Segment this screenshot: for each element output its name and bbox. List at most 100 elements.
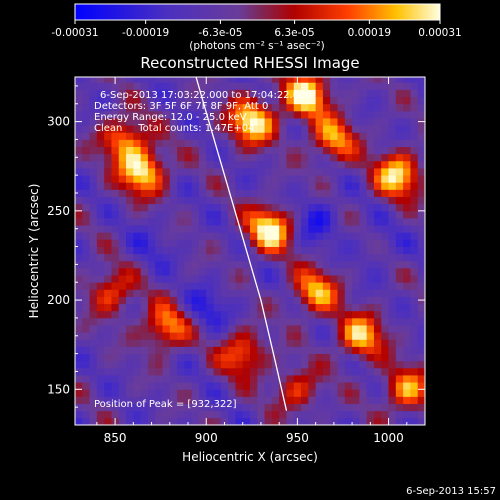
image-pixel [104,210,112,219]
image-pixel [191,396,200,404]
image-pixel [177,332,185,340]
image-pixel [133,253,142,262]
image-pixel [417,275,425,283]
image-pixel [104,317,112,326]
image-pixel [126,360,134,369]
image-pixel [417,346,425,355]
image-pixel [126,246,134,255]
image-pixel [242,389,251,397]
image-pixel [388,96,397,105]
image-pixel [264,289,273,297]
image-pixel [373,189,382,197]
image-pixel [133,353,142,362]
image-pixel [417,417,425,425]
image-pixel [271,267,280,276]
image-pixel [308,125,317,133]
image-pixel [373,382,382,390]
image-pixel [301,310,309,319]
image-pixel [82,403,90,412]
image-pixel [417,410,425,419]
image-pixel [293,182,302,190]
image-pixel [308,332,317,340]
image-pixel [293,396,302,404]
image-pixel [118,118,127,126]
image-pixel [417,325,425,333]
footer-timestamp: 6-Sep-2013 15:57 [406,486,496,497]
image-pixel [126,389,134,397]
image-pixel [257,146,265,155]
image-pixel [337,139,346,147]
image-pixel [403,260,411,269]
image-pixel [96,382,105,390]
image-pixel [366,175,375,183]
x-tick-label: 950 [286,431,309,445]
image-pixel [177,160,185,169]
image-pixel [271,132,280,140]
image-pixel [235,325,244,333]
image-pixel [242,153,251,162]
image-pixel [213,339,222,347]
image-pixel [381,303,389,312]
image-pixel [395,303,404,312]
image-pixel [126,382,134,390]
image-pixel [373,118,382,126]
image-pixel [118,367,127,376]
image-pixel [228,289,236,297]
image-pixel [191,139,200,147]
image-pixel [228,267,236,276]
image-pixel [133,189,142,197]
image-pixel [264,160,273,169]
image-pixel [242,82,251,90]
image-pixel [271,77,280,83]
image-pixel [89,77,98,83]
y-tick-label: 200 [47,293,70,307]
image-pixel [118,189,127,197]
image-pixel [410,203,419,212]
image-pixel [417,77,425,83]
image-pixel [330,367,338,376]
image-pixel [366,253,375,262]
image-pixel [373,146,382,155]
image-pixel [140,260,149,269]
image-pixel [403,253,411,262]
image-pixel [191,153,200,162]
image-pixel [308,325,317,333]
image-pixel [118,403,127,412]
image-pixel [293,168,302,176]
image-pixel [169,396,178,404]
image-pixel [242,232,251,240]
image-pixel [111,153,120,162]
image-pixel [410,382,419,390]
image-pixel [206,389,214,397]
image-pixel [111,253,120,262]
image-pixel [293,282,302,290]
image-pixel [308,139,317,147]
image-pixel [235,132,244,140]
image-pixel [155,246,163,255]
image-pixel [191,89,200,98]
image-pixel [403,296,411,305]
image-pixel [82,289,90,297]
image-pixel [220,217,229,226]
image-pixel [96,103,105,112]
image-pixel [264,217,273,226]
image-pixel [395,118,404,126]
image-pixel [111,275,120,283]
image-pixel [198,175,207,183]
image-pixel [75,282,83,290]
image-pixel [82,246,90,255]
image-pixel [410,225,419,233]
image-pixel [388,139,397,147]
image-pixel [235,189,244,197]
image-pixel [111,210,120,219]
image-pixel [177,360,185,369]
image-pixel [140,239,149,247]
image-pixel [191,417,200,425]
image-pixel [133,160,142,169]
image-pixel [140,132,149,140]
image-pixel [395,310,404,319]
image-pixel [359,375,368,383]
image-pixel [206,146,214,155]
image-pixel [410,410,419,419]
image-pixel [395,196,404,205]
